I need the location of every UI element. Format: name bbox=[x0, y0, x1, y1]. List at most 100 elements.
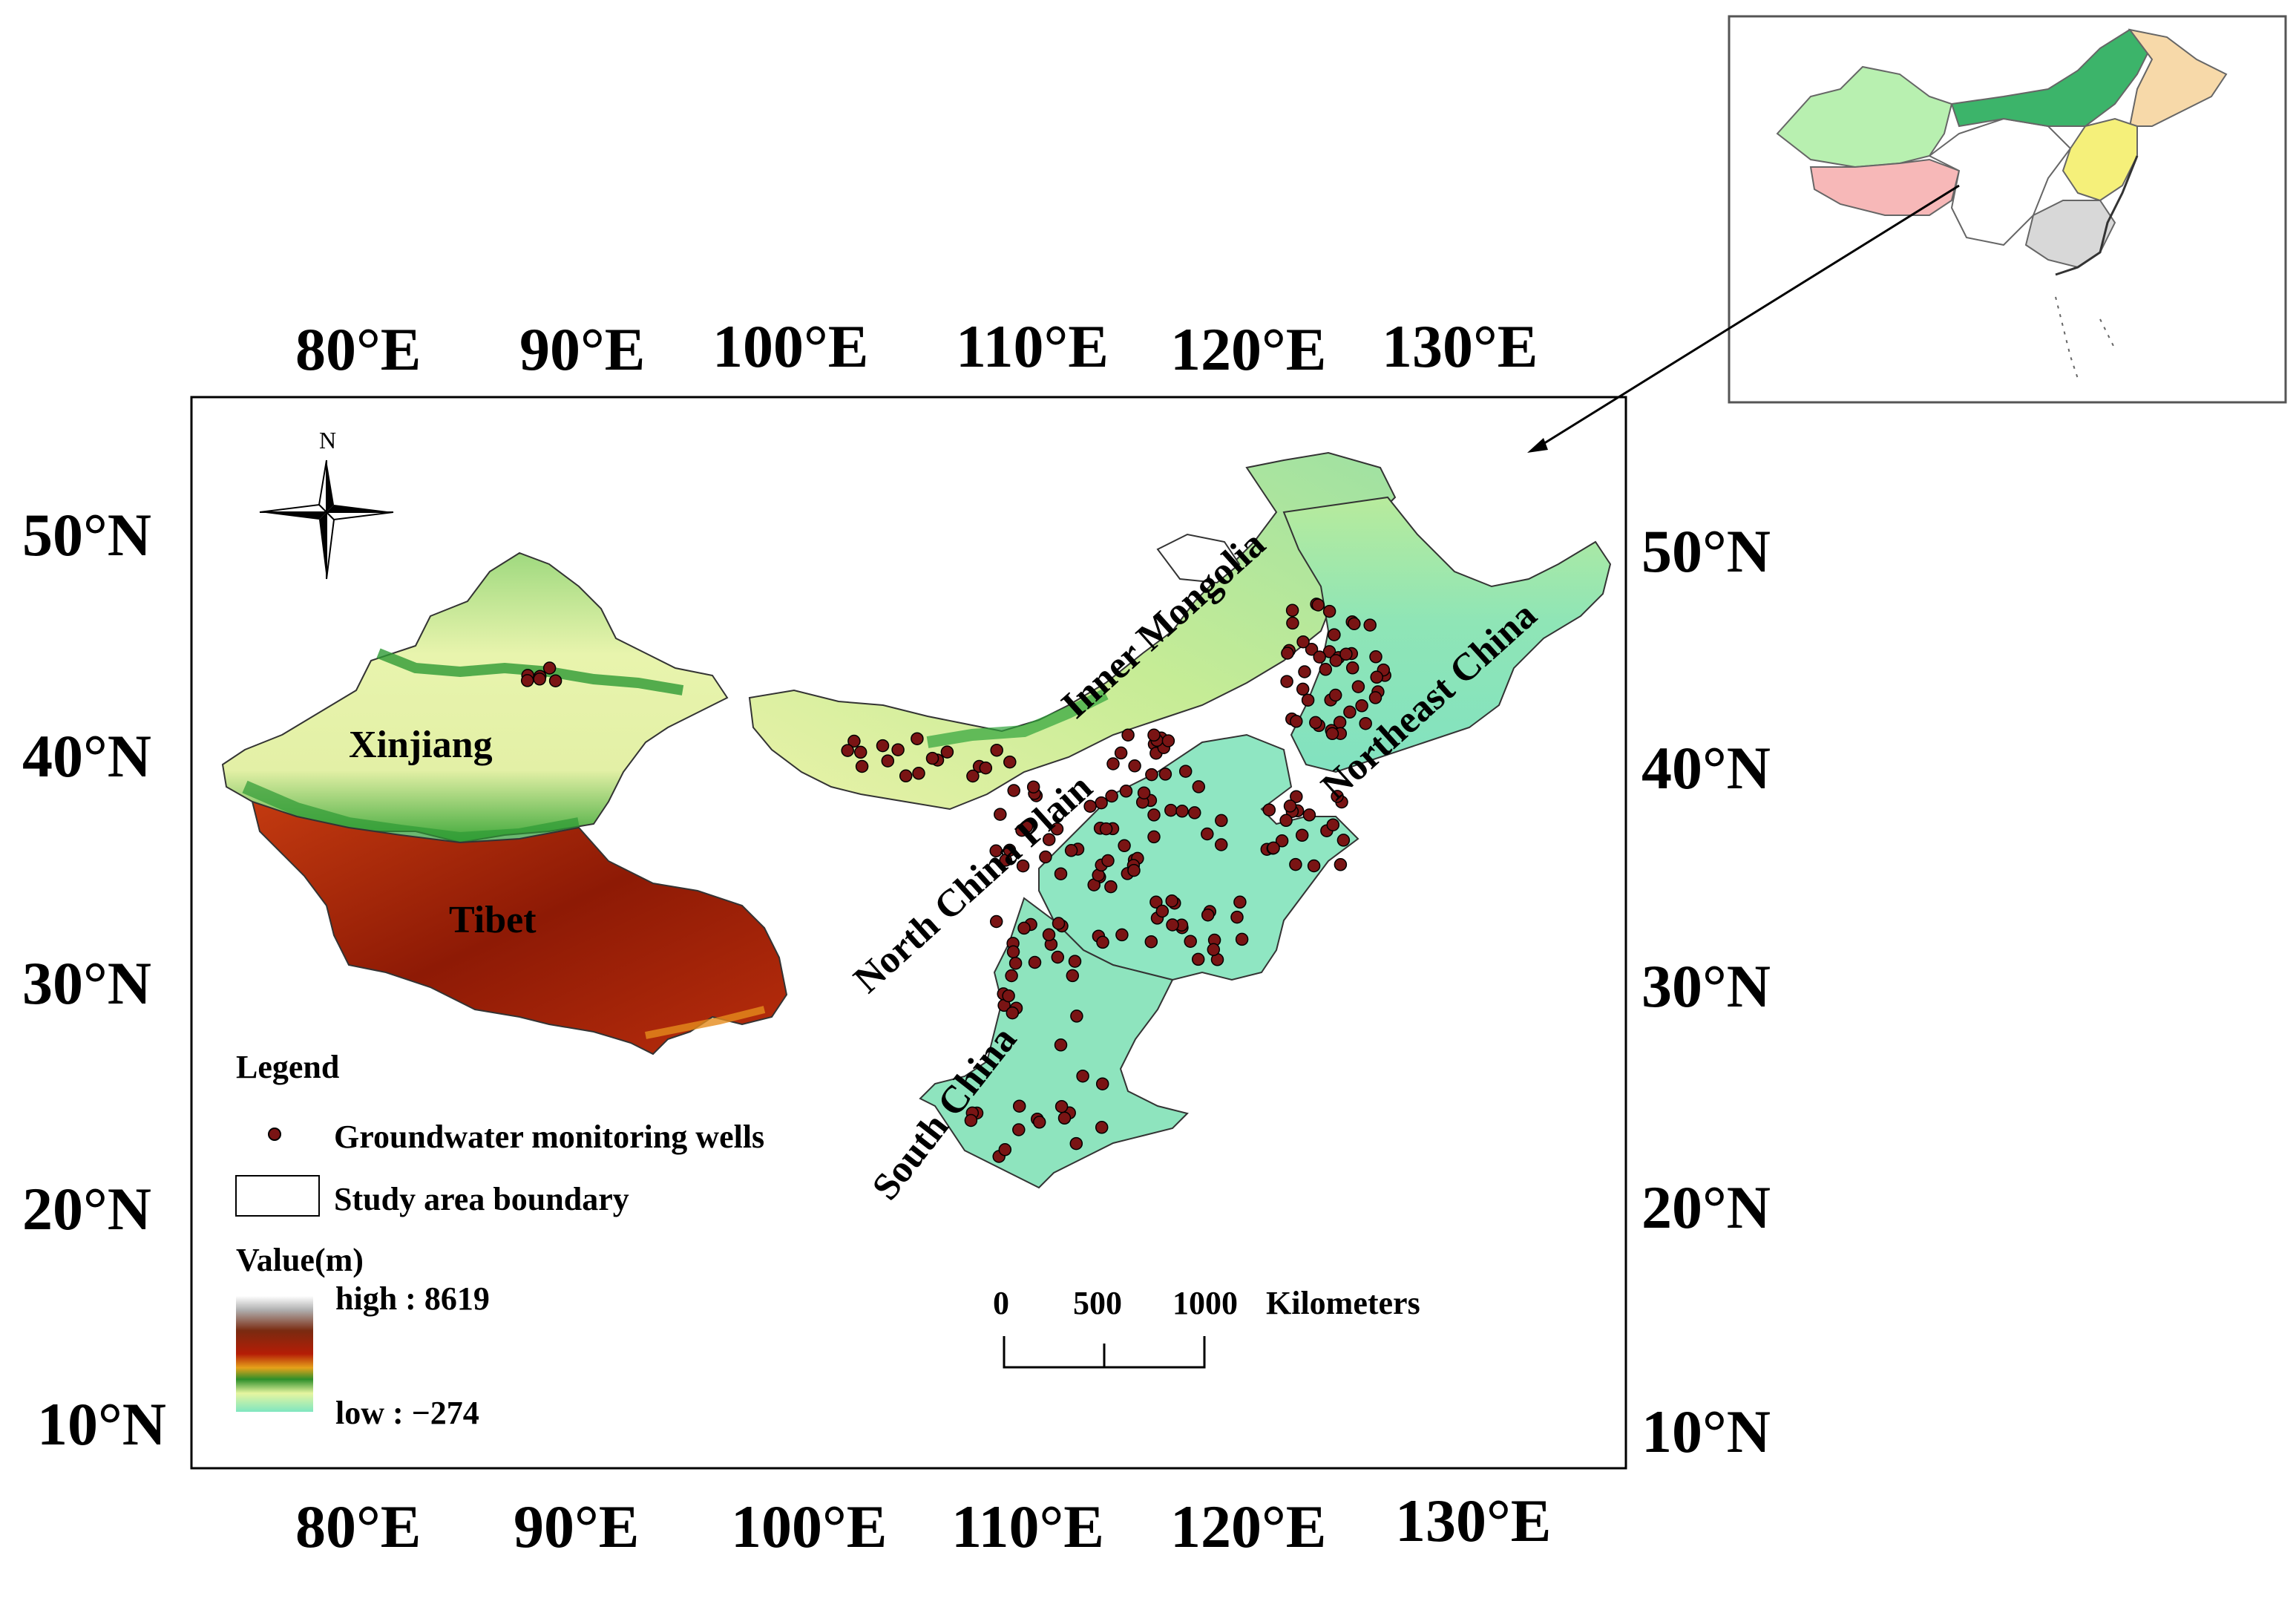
monitoring-well-point bbox=[891, 743, 905, 756]
lon-label: 120°E bbox=[1170, 315, 1327, 383]
lat-label: 50°N bbox=[1641, 517, 1771, 585]
lat-label: 20°N bbox=[1641, 1174, 1771, 1241]
north-arrow-icon: N bbox=[259, 427, 394, 580]
monitoring-well-point bbox=[1289, 857, 1302, 871]
monitoring-well-point bbox=[1002, 989, 1015, 1003]
lon-label: 80°E bbox=[295, 315, 422, 383]
lon-label: 100°E bbox=[731, 1493, 888, 1560]
monitoring-well-point bbox=[911, 732, 924, 745]
inner-mongolia-green-band bbox=[926, 688, 1109, 748]
monitoring-well-point bbox=[1007, 784, 1020, 797]
monitoring-well-point bbox=[989, 914, 1003, 929]
monitoring-well-point bbox=[1334, 858, 1348, 871]
monitoring-well-point bbox=[853, 745, 867, 759]
monitoring-well-point bbox=[1012, 1099, 1026, 1113]
monitoring-well-point bbox=[1121, 728, 1135, 742]
monitoring-well-point bbox=[1295, 828, 1309, 842]
monitoring-well-point bbox=[1275, 834, 1289, 848]
lat-label: 50°N bbox=[22, 501, 151, 569]
monitoring-well-point bbox=[1192, 780, 1206, 793]
monitoring-well-point bbox=[876, 739, 890, 753]
monitoring-well-point bbox=[1068, 955, 1082, 968]
monitoring-well-point bbox=[855, 759, 869, 773]
lon-label: 120°E bbox=[1170, 1493, 1327, 1560]
inset-tibet bbox=[1809, 158, 1961, 216]
monitoring-well-point bbox=[1147, 808, 1161, 822]
monitoring-well-point bbox=[1039, 850, 1052, 864]
scale-tick-1000: 1000 bbox=[1172, 1285, 1238, 1321]
lat-label: 10°N bbox=[37, 1390, 166, 1458]
monitoring-well-point bbox=[542, 661, 557, 675]
monitoring-well-point bbox=[994, 808, 1007, 821]
monitoring-well-point bbox=[1096, 935, 1109, 949]
monitoring-well-point bbox=[1012, 1123, 1026, 1136]
monitoring-well-point bbox=[1114, 746, 1128, 760]
monitoring-well-point bbox=[1233, 895, 1247, 909]
monitoring-well-point bbox=[1368, 691, 1382, 704]
monitoring-well-point bbox=[1286, 616, 1299, 630]
monitoring-well-point bbox=[1215, 814, 1228, 828]
monitoring-well-point bbox=[1214, 838, 1228, 851]
monitoring-well-point bbox=[1003, 755, 1017, 769]
monitoring-well-point bbox=[1351, 680, 1365, 693]
scale-bar-line bbox=[1003, 1336, 1206, 1369]
scale-tick-500: 500 bbox=[1073, 1285, 1122, 1321]
monitoring-well-point bbox=[966, 769, 980, 783]
monitoring-well-point bbox=[1290, 790, 1303, 803]
monitoring-well-point bbox=[1042, 928, 1056, 942]
monitoring-well-point bbox=[990, 743, 1003, 757]
monitoring-well-point bbox=[1054, 867, 1068, 880]
monitoring-well-point bbox=[1309, 716, 1322, 730]
monitoring-well-point bbox=[1032, 1116, 1046, 1129]
monitoring-well-point bbox=[1054, 1099, 1069, 1113]
monitoring-well-point bbox=[1343, 705, 1357, 719]
monitoring-well-point bbox=[1028, 955, 1042, 969]
inset-central bbox=[1928, 117, 2072, 246]
monitoring-well-point bbox=[1322, 645, 1336, 658]
monitoring-well-point bbox=[1188, 806, 1201, 819]
arrow-head-icon bbox=[1527, 438, 1548, 453]
monitoring-well-point bbox=[1051, 950, 1065, 964]
inset-northeast bbox=[2128, 28, 2228, 127]
monitoring-well-point bbox=[1319, 663, 1333, 676]
monitoring-well-point bbox=[1016, 859, 1030, 873]
monitoring-well-point bbox=[912, 767, 925, 780]
monitoring-well-point bbox=[998, 1143, 1012, 1156]
elevation-colorbar bbox=[236, 1296, 313, 1412]
lon-label: 100°E bbox=[712, 312, 869, 380]
monitoring-well-point bbox=[1128, 759, 1141, 773]
monitoring-well-point bbox=[1076, 1069, 1089, 1083]
monitoring-well-point bbox=[1178, 765, 1193, 778]
inset-map bbox=[1728, 15, 2287, 404]
monitoring-well-point bbox=[1104, 880, 1118, 894]
monitoring-well-point bbox=[899, 769, 913, 783]
monitoring-well-point bbox=[1127, 863, 1141, 877]
monitoring-well-point bbox=[520, 674, 534, 687]
monitoring-well-point bbox=[1175, 805, 1189, 818]
region-label-tibet: Tibet bbox=[449, 899, 537, 941]
monitoring-well-point bbox=[1020, 819, 1034, 834]
monitoring-well-point bbox=[1105, 789, 1118, 803]
monitoring-well-point bbox=[1283, 799, 1297, 813]
monitoring-well-point bbox=[1328, 688, 1342, 702]
monitoring-well-point bbox=[1052, 917, 1066, 930]
lat-label: 40°N bbox=[1641, 734, 1771, 802]
lon-label: 90°E bbox=[514, 1493, 640, 1560]
monitoring-well-point bbox=[1267, 841, 1280, 855]
lon-label: 80°E bbox=[295, 1493, 422, 1560]
monitoring-well-point bbox=[1066, 969, 1080, 983]
monitoring-well-point bbox=[1296, 682, 1310, 696]
monitoring-well-point bbox=[1359, 716, 1372, 730]
monitoring-well-point bbox=[1311, 598, 1325, 612]
monitoring-well-point bbox=[1355, 699, 1368, 713]
monitoring-well-point bbox=[1147, 728, 1161, 742]
monitoring-well-point bbox=[1191, 952, 1205, 966]
legend-wells-label: Groundwater monitoring wells bbox=[334, 1119, 764, 1155]
monitoring-well-point bbox=[1331, 790, 1344, 803]
wells-layer bbox=[520, 598, 1391, 1163]
monitoring-well-point bbox=[1322, 604, 1336, 618]
legend-low-label: low : −274 bbox=[335, 1395, 479, 1431]
monitoring-well-point bbox=[1339, 647, 1353, 661]
monitoring-well-point bbox=[1279, 814, 1293, 828]
